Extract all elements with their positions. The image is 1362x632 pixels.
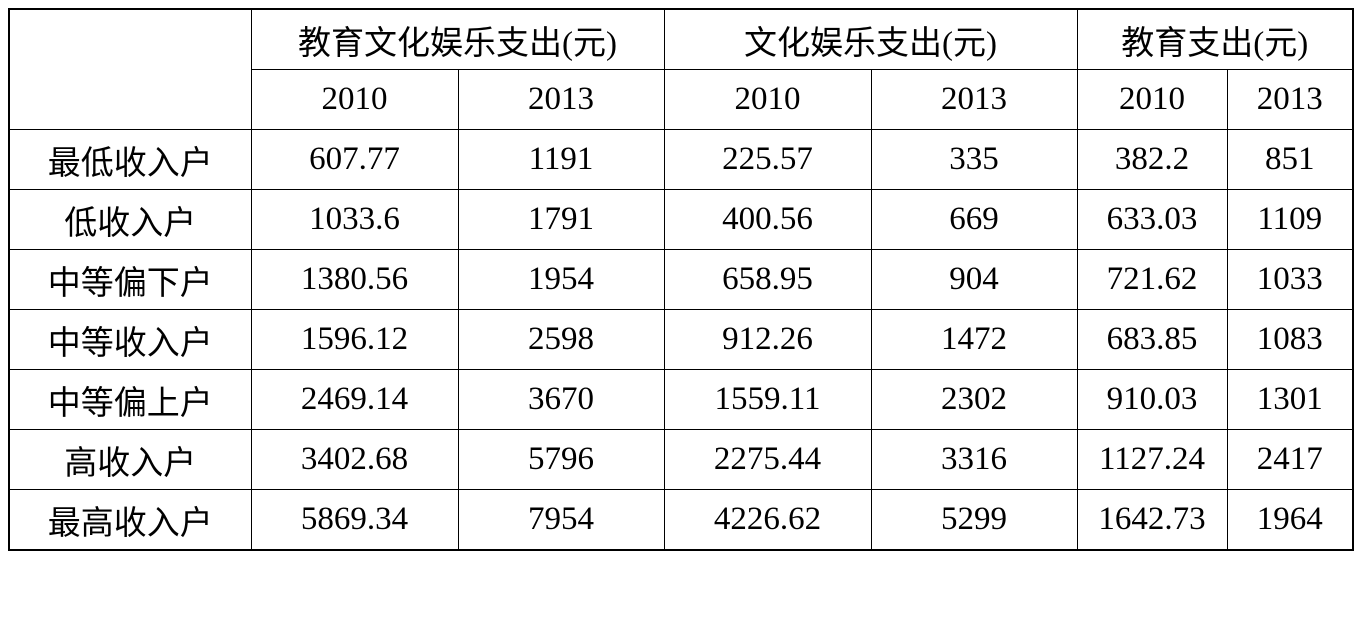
group-header: 教育文化娱乐支出(元)	[250, 8, 665, 70]
data-cell: 1791	[457, 189, 665, 250]
row-label: 中等偏下户	[8, 249, 252, 310]
data-cell: 1642.73	[1076, 489, 1228, 551]
data-cell: 910.03	[1076, 369, 1228, 430]
data-row: 最低收入户 607.77 1191 225.57 335 382.2 851	[8, 129, 1354, 190]
year-header: 2013	[457, 69, 665, 130]
data-cell: 633.03	[1076, 189, 1228, 250]
data-cell: 1301	[1226, 369, 1354, 430]
data-row: 低收入户 1033.6 1791 400.56 669 633.03 1109	[8, 189, 1354, 250]
header-row: 教育文化娱乐支出(元) 文化娱乐支出(元) 教育支出(元)	[8, 8, 1354, 130]
data-cell: 1596.12	[250, 309, 459, 370]
group-header: 教育支出(元)	[1076, 8, 1354, 70]
data-cell: 658.95	[663, 249, 872, 310]
group-header: 文化娱乐支出(元)	[663, 8, 1078, 70]
corner-cell	[8, 8, 252, 130]
data-cell: 5299	[870, 489, 1078, 551]
data-cell: 400.56	[663, 189, 872, 250]
data-cell: 2598	[457, 309, 665, 370]
data-cell: 1191	[457, 129, 665, 190]
year-header: 2013	[1226, 69, 1354, 130]
row-label: 低收入户	[8, 189, 252, 250]
data-cell: 1109	[1226, 189, 1354, 250]
data-row: 中等偏上户 2469.14 3670 1559.11 2302 910.03 1301	[8, 369, 1354, 430]
data-cell: 683.85	[1076, 309, 1228, 370]
data-cell: 5869.34	[250, 489, 459, 551]
year-header: 2010	[663, 69, 872, 130]
data-row: 中等收入户 1596.12 2598 912.26 1472 683.85 1083	[8, 309, 1354, 370]
data-cell: 1472	[870, 309, 1078, 370]
data-cell: 225.57	[663, 129, 872, 190]
data-cell: 1964	[1226, 489, 1354, 551]
row-label: 高收入户	[8, 429, 252, 490]
data-cell: 335	[870, 129, 1078, 190]
data-cell: 7954	[457, 489, 665, 551]
data-cell: 1954	[457, 249, 665, 310]
row-label: 最高收入户	[8, 489, 252, 551]
data-cell: 1033.6	[250, 189, 459, 250]
data-cell: 1127.24	[1076, 429, 1228, 490]
data-row: 最高收入户 5869.34 7954 4226.62 5299 1642.73 1964	[8, 489, 1354, 551]
data-cell: 1083	[1226, 309, 1354, 370]
data-cell: 3670	[457, 369, 665, 430]
data-cell: 2302	[870, 369, 1078, 430]
data-row: 中等偏下户 1380.56 1954 658.95 904 721.62 1033	[8, 249, 1354, 310]
row-label: 中等收入户	[8, 309, 252, 370]
row-label: 中等偏上户	[8, 369, 252, 430]
data-cell: 4226.62	[663, 489, 872, 551]
data-cell: 3402.68	[250, 429, 459, 490]
data-cell: 607.77	[250, 129, 459, 190]
year-header: 2010	[250, 69, 459, 130]
data-row: 高收入户 3402.68 5796 2275.44 3316 1127.24 2417	[8, 429, 1354, 490]
data-cell: 1559.11	[663, 369, 872, 430]
data-cell: 912.26	[663, 309, 872, 370]
year-header: 2010	[1076, 69, 1228, 130]
data-cell: 3316	[870, 429, 1078, 490]
data-cell: 721.62	[1076, 249, 1228, 310]
data-cell: 382.2	[1076, 129, 1228, 190]
data-cell: 851	[1226, 129, 1354, 190]
data-cell: 669	[870, 189, 1078, 250]
data-cell: 2469.14	[250, 369, 459, 430]
year-header: 2013	[870, 69, 1078, 130]
row-label: 最低收入户	[8, 129, 252, 190]
data-cell: 904	[870, 249, 1078, 310]
data-cell: 5796	[457, 429, 665, 490]
data-cell: 2275.44	[663, 429, 872, 490]
data-table: 教育文化娱乐支出(元) 文化娱乐支出(元) 教育支出(元) 2010 2013 2010 2…	[8, 8, 1354, 551]
data-cell: 2417	[1226, 429, 1354, 490]
data-cell: 1380.56	[250, 249, 459, 310]
table-container: 教育文化娱乐支出(元) 文化娱乐支出(元) 教育支出(元) 2010 2013 2010 2…	[8, 8, 1354, 551]
data-cell: 1033	[1226, 249, 1354, 310]
